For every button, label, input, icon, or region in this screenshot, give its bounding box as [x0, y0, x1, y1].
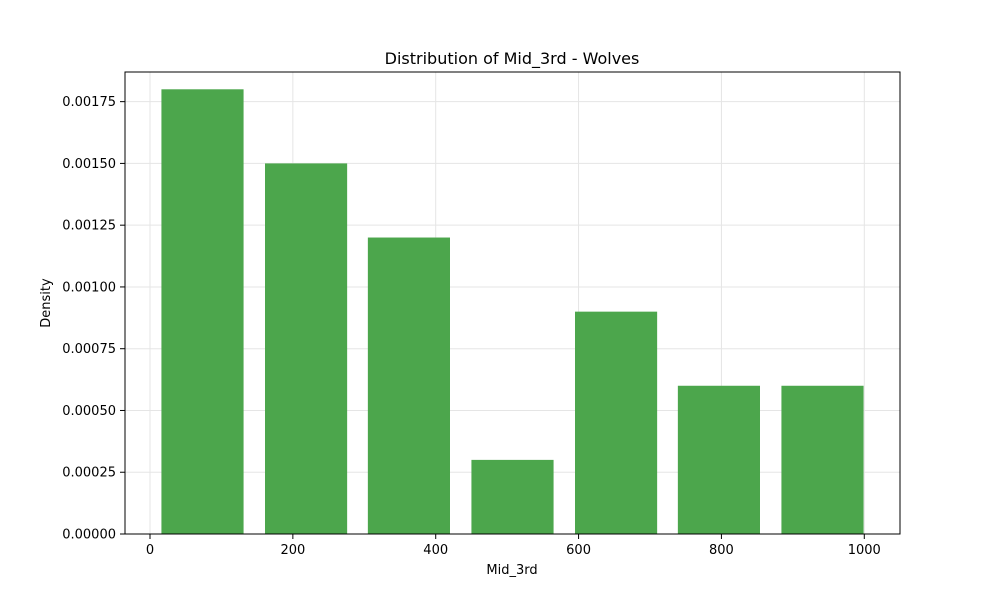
x-tick-label: 600 [566, 543, 591, 558]
histogram-bar [677, 385, 760, 534]
y-tick-label: 0.00050 [62, 404, 116, 419]
y-tick-label: 0.00100 [62, 280, 116, 295]
histogram-bar [471, 459, 554, 534]
chart-title: Distribution of Mid_3rd - Wolves [385, 49, 640, 69]
x-tick-label: 1000 [848, 543, 881, 558]
y-tick-label: 0.00125 [62, 219, 116, 234]
y-tick-label: 0.00025 [62, 466, 116, 481]
plot-area-frame [124, 71, 901, 535]
x-tick-label: 0 [146, 543, 154, 558]
x-tick-label: 800 [709, 543, 734, 558]
histogram-bar [367, 237, 450, 534]
y-axis-ticks: 0.00000 0.00025 0.00050 0.00075 0.00100 0.001… [62, 95, 125, 543]
x-axis-ticks: 0 200 400 600 800 1000 [146, 534, 881, 558]
y-tick-label: 0.00150 [62, 157, 116, 172]
x-axis-label: Mid_3rd [486, 563, 537, 578]
y-tick-label: 0.00000 [62, 528, 116, 543]
histogram-bars [161, 89, 864, 535]
x-tick-label: 200 [280, 543, 305, 558]
histogram-bar [265, 163, 348, 535]
y-tick-label: 0.00075 [62, 342, 116, 357]
histogram-bar [161, 89, 244, 534]
histogram-bar [575, 311, 658, 534]
histogram-bar [781, 385, 864, 534]
y-tick-label: 0.00175 [62, 95, 116, 110]
y-axis-label: Density [39, 278, 54, 328]
x-tick-label: 400 [423, 543, 448, 558]
